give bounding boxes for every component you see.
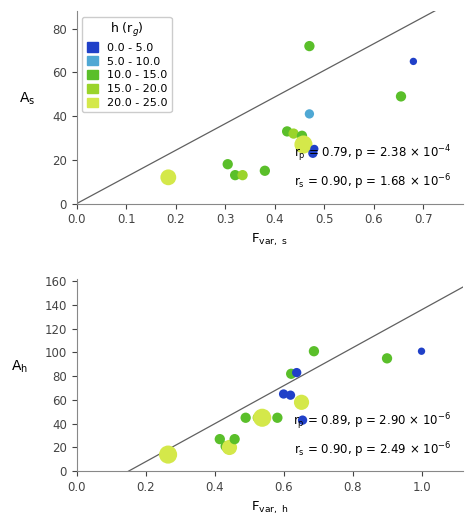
- Y-axis label: A$_{\mathrm{h}}$: A$_{\mathrm{h}}$: [11, 358, 28, 375]
- Point: [397, 92, 405, 101]
- Point: [287, 369, 295, 378]
- Point: [298, 132, 306, 140]
- Point: [164, 451, 172, 459]
- Point: [222, 442, 229, 451]
- X-axis label: F$_{\mathrm{var,\ s}}$: F$_{\mathrm{var,\ s}}$: [251, 232, 288, 248]
- Point: [280, 390, 287, 398]
- Point: [226, 443, 233, 452]
- Point: [273, 414, 281, 422]
- Point: [216, 435, 224, 443]
- Point: [306, 110, 313, 118]
- Point: [258, 414, 266, 422]
- Point: [418, 347, 425, 355]
- Point: [224, 160, 231, 169]
- Legend: 0.0 - 5.0, 5.0 - 10.0, 10.0 - 15.0, 15.0 - 20.0, 20.0 - 25.0: 0.0 - 5.0, 5.0 - 10.0, 10.0 - 15.0, 15.0…: [82, 17, 172, 112]
- Point: [290, 129, 297, 138]
- Point: [383, 354, 391, 363]
- Point: [164, 173, 172, 181]
- Point: [298, 398, 305, 406]
- Point: [224, 444, 231, 453]
- Point: [300, 140, 307, 149]
- Point: [309, 149, 317, 158]
- Point: [306, 42, 313, 50]
- Point: [283, 127, 291, 135]
- Point: [242, 414, 249, 422]
- Point: [299, 416, 306, 424]
- Text: r$_{\mathrm{p}}$ = 0.79, p = 2.38 × 10$^{-4}$
r$_{\mathrm{s}}$ = 0.90, p = 1.68 : r$_{\mathrm{p}}$ = 0.79, p = 2.38 × 10$^…: [294, 143, 451, 192]
- Point: [231, 435, 238, 443]
- Point: [293, 368, 301, 377]
- X-axis label: F$_{\mathrm{var,\ h}}$: F$_{\mathrm{var,\ h}}$: [251, 500, 289, 516]
- Y-axis label: A$_{\mathrm{s}}$: A$_{\mathrm{s}}$: [19, 91, 35, 108]
- Text: r$_{\mathrm{p}}$ = 0.89, p = 2.90 × 10$^{-6}$
r$_{\mathrm{s}}$ = 0.90, p = 2.49 : r$_{\mathrm{p}}$ = 0.89, p = 2.90 × 10$^…: [293, 411, 451, 460]
- Point: [239, 171, 246, 179]
- Point: [261, 167, 269, 175]
- Point: [310, 145, 318, 153]
- Point: [231, 171, 239, 179]
- Point: [254, 414, 262, 422]
- Point: [287, 391, 294, 399]
- Point: [310, 347, 318, 355]
- Point: [410, 57, 417, 66]
